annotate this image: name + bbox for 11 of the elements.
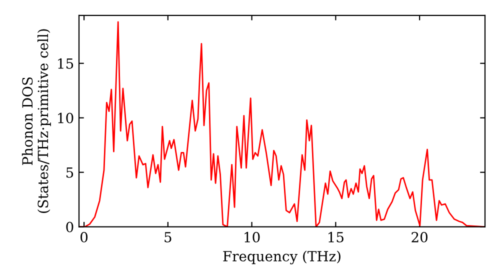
x-tick-label: 10 [244,232,260,242]
y-tick-label: 5 [66,167,74,178]
y-tick-label: 10 [58,112,74,124]
x-tick-label: 0 [80,232,88,242]
x-axis-title: Frequency (THz) [223,250,340,264]
x-tick-label: 15 [328,232,344,242]
x-tick-label: 5 [164,232,172,242]
y-tick-label: 0 [66,222,74,232]
x-tick-label: 20 [412,232,428,242]
y-axis-title: Phonon DOS (States/THz·primitive cell) [22,29,51,213]
y-tick-label: 15 [58,58,74,69]
